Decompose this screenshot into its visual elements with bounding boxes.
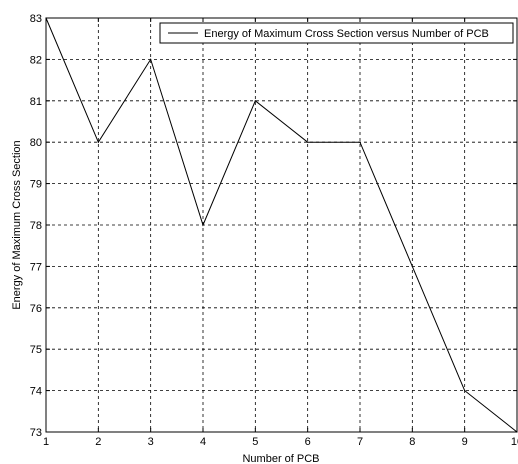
y-tick-label: 83 xyxy=(30,13,42,25)
data-point xyxy=(97,141,99,143)
data-point xyxy=(464,390,466,392)
y-tick-label: 82 xyxy=(30,54,42,66)
x-tick-label: 8 xyxy=(409,436,415,448)
x-tick-label: 3 xyxy=(148,436,154,448)
data-point xyxy=(307,141,309,143)
legend: Energy of Maximum Cross Section versus N… xyxy=(159,22,514,44)
y-tick-label: 79 xyxy=(30,179,42,191)
y-tick-label: 74 xyxy=(30,386,42,398)
y-tick-label: 73 xyxy=(30,427,42,439)
data-point xyxy=(254,100,256,102)
y-tick-label: 77 xyxy=(30,261,42,273)
y-axis-label: Energy of Maximum Cross Section xyxy=(11,140,23,309)
ticks: 123456789107374757677787980818283 xyxy=(30,13,518,448)
data-point xyxy=(359,141,361,143)
x-tick-label: 10 xyxy=(511,436,518,448)
x-tick-label: 6 xyxy=(305,436,311,448)
data-point xyxy=(202,224,204,226)
x-tick-label: 2 xyxy=(95,436,101,448)
series-line xyxy=(45,17,518,433)
x-tick-label: 7 xyxy=(357,436,363,448)
y-tick-label: 78 xyxy=(30,220,42,232)
y-tick-label: 80 xyxy=(30,137,42,149)
data-point xyxy=(411,265,413,267)
x-tick-label: 4 xyxy=(200,436,206,448)
legend-box xyxy=(159,22,514,44)
legend-label: Energy of Maximum Cross Section versus N… xyxy=(204,28,489,40)
x-tick-label: 5 xyxy=(252,436,258,448)
y-tick-label: 81 xyxy=(30,96,42,108)
data-point xyxy=(150,58,152,61)
x-tick-label: 1 xyxy=(43,436,49,448)
y-tick-label: 76 xyxy=(30,303,42,315)
grid xyxy=(46,18,517,432)
x-tick-label: 9 xyxy=(462,436,468,448)
y-tick-label: 75 xyxy=(30,344,42,356)
x-axis-label: Number of PCB xyxy=(242,453,319,464)
